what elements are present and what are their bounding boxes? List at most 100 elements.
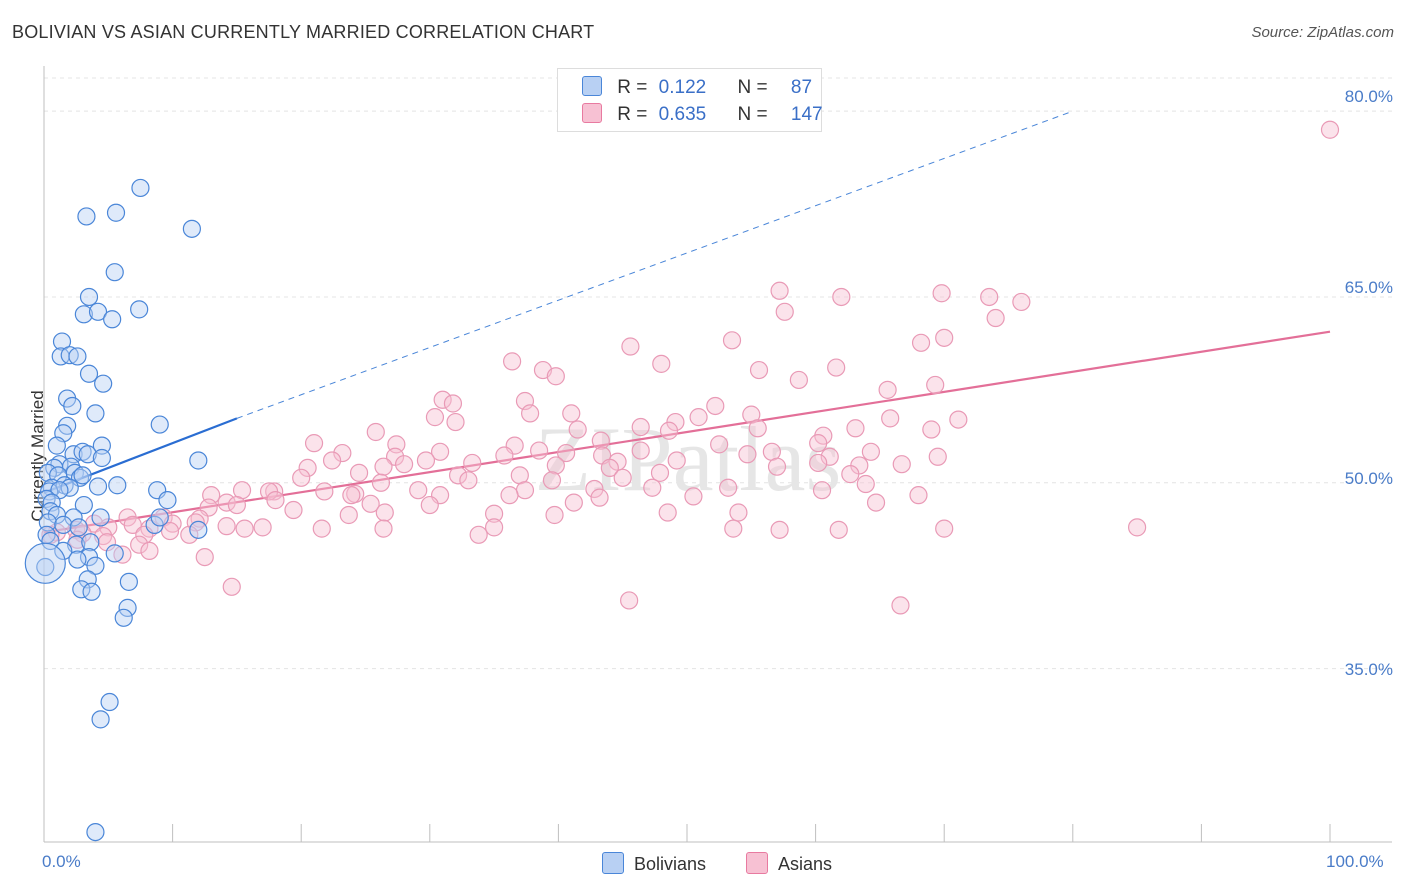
legend-r-value-bolivians: 0.122 xyxy=(658,77,707,98)
asian-point-109 xyxy=(866,493,886,512)
bolivian-point-12 xyxy=(60,346,79,365)
asian-point-21 xyxy=(433,390,452,409)
asian-point-142 xyxy=(469,525,488,544)
asian-point-88 xyxy=(315,482,334,501)
legend-n-label: N = xyxy=(737,104,768,125)
asian-point-81 xyxy=(371,473,391,492)
bolivian-point-52 xyxy=(64,508,83,527)
asian-trend-line xyxy=(43,330,1331,534)
legend-n-value-bolivians: 87 xyxy=(790,77,813,98)
bottom-legend-bolivians: Bolivians xyxy=(602,852,706,875)
bolivian-point-19 xyxy=(150,415,169,434)
bolivian-point-18 xyxy=(86,404,105,423)
legend-n-value-asians: 147 xyxy=(790,104,823,125)
chart-title: BOLIVIAN VS ASIAN CURRENTLY MARRIED CORR… xyxy=(12,22,595,42)
bolivian-point-10 xyxy=(52,332,72,351)
bottom-legend-swatch-asians xyxy=(746,852,768,874)
bolivian-point-54 xyxy=(54,515,73,534)
asian-point-108 xyxy=(564,493,583,512)
asian-point-135 xyxy=(160,521,180,541)
asian-point-13 xyxy=(503,352,522,371)
asian-point-1 xyxy=(770,281,789,300)
asian-point-38 xyxy=(846,419,865,438)
asian-point-114 xyxy=(375,503,394,522)
asian-point-151 xyxy=(113,545,132,564)
bolivian-trend-extension xyxy=(236,110,1073,419)
bolivian-big-point-0 xyxy=(24,542,66,584)
bolivian-point-43 xyxy=(108,476,127,495)
asian-point-31 xyxy=(881,409,900,428)
asian-point-60 xyxy=(928,447,947,466)
asian-point-11 xyxy=(621,337,640,356)
y-tick-label-50: 50.0% xyxy=(1344,469,1393,488)
asian-point-19 xyxy=(878,380,897,399)
asian-point-6 xyxy=(775,302,794,321)
asian-point-80 xyxy=(292,468,311,487)
asian-point-106 xyxy=(361,494,380,513)
bolivian-point-66 xyxy=(68,550,87,569)
asian-point-27 xyxy=(425,408,445,427)
bolivian-point-36 xyxy=(73,466,92,485)
bolivian-point-42 xyxy=(88,477,108,496)
asian-point-23 xyxy=(443,394,463,413)
asian-point-3 xyxy=(932,284,951,303)
asian-point-131 xyxy=(829,520,848,539)
asian-point-35 xyxy=(631,417,650,437)
asian-point-65 xyxy=(667,451,686,470)
asian-point-69 xyxy=(374,457,393,476)
watermark: ZIPatlas xyxy=(535,408,842,510)
y-tick-label-80: 80.0% xyxy=(1344,87,1393,106)
bolivian-point-0 xyxy=(131,178,150,198)
asian-point-47 xyxy=(809,434,828,453)
asian-point-49 xyxy=(333,443,352,463)
bolivian-point-63 xyxy=(54,541,73,561)
asian-point-17 xyxy=(546,367,565,386)
asian-point-126 xyxy=(217,517,236,536)
asian-point-91 xyxy=(515,481,535,500)
asian-point-155 xyxy=(620,591,639,610)
bolivian-point-53 xyxy=(91,508,110,527)
bolivian-point-68 xyxy=(36,557,55,577)
asian-point-68 xyxy=(298,458,317,478)
asian-point-26 xyxy=(562,404,581,423)
asian-point-34 xyxy=(568,420,587,439)
asian-point-72 xyxy=(600,458,619,478)
legend-swatch-asians xyxy=(582,103,602,123)
asian-point-146 xyxy=(1127,518,1147,537)
axes xyxy=(43,66,1392,843)
asian-point-154 xyxy=(222,577,241,596)
asian-point-95 xyxy=(812,481,832,500)
asian-point-90 xyxy=(409,481,428,500)
bolivian-point-57 xyxy=(150,508,169,527)
asian-point-16 xyxy=(827,358,846,377)
bolivian-point-5 xyxy=(79,287,99,307)
bolivian-point-23 xyxy=(92,436,111,455)
asian-point-156 xyxy=(891,596,910,615)
asian-point-118 xyxy=(729,503,748,522)
asian-point-79 xyxy=(841,465,860,484)
asian-point-73 xyxy=(767,457,787,476)
bolivian-point-8 xyxy=(88,302,108,321)
bottom-legend-swatch-bolivians xyxy=(602,852,624,874)
asian-point-85 xyxy=(856,474,875,494)
gridlines xyxy=(44,77,1392,670)
asian-point-25 xyxy=(521,404,540,423)
asian-point-115 xyxy=(485,504,504,523)
bolivian-point-47 xyxy=(74,495,93,515)
asian-point-145 xyxy=(935,519,954,538)
asian-point-78 xyxy=(650,463,670,482)
bolivian-point-74 xyxy=(114,608,133,627)
asian-point-24 xyxy=(706,396,725,416)
bolivian-point-48 xyxy=(158,491,177,510)
asian-point-66 xyxy=(809,453,828,473)
asian-point-39 xyxy=(922,420,941,439)
stats-legend: R = 0.122 N = 87 R = 0.635 N = 147 xyxy=(557,68,823,132)
data-points xyxy=(24,120,1340,842)
asian-point-61 xyxy=(322,451,342,470)
asian-point-111 xyxy=(227,495,246,515)
bolivian-point-15 xyxy=(94,374,113,393)
asian-point-113 xyxy=(339,505,358,525)
bolivian-point-3 xyxy=(182,219,201,238)
asian-point-153 xyxy=(195,547,214,567)
